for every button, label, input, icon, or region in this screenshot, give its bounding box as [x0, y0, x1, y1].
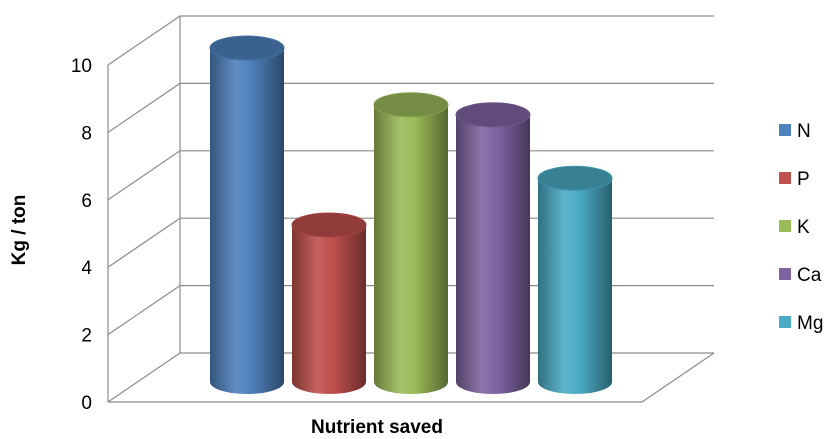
bar-p — [291, 212, 367, 394]
bar-top — [209, 35, 285, 61]
gridline — [107, 285, 714, 336]
gridline — [107, 15, 714, 66]
chart-walls — [107, 16, 715, 403]
bar-body — [456, 114, 530, 395]
gridline — [107, 217, 714, 268]
bar-body — [210, 48, 284, 394]
legend-swatch — [779, 124, 791, 136]
bar-body — [292, 225, 366, 394]
bar-top — [373, 92, 449, 118]
legend-swatch — [779, 172, 791, 184]
bar-ca — [455, 102, 531, 395]
y-tick-label: 4 — [81, 258, 92, 279]
legend-label: Mg — [797, 313, 823, 334]
y-tick-label: 10 — [71, 56, 92, 77]
legend-item-mg: Mg — [779, 313, 823, 334]
y-axis-tick-labels: 0 2 4 6 8 10 — [71, 56, 93, 414]
legend-item-ca: Ca — [779, 265, 822, 286]
legend-item-n: N — [779, 121, 811, 142]
gridlines — [107, 15, 714, 403]
bar-body — [374, 104, 448, 394]
y-tick-label: 6 — [81, 191, 92, 212]
legend: N P K Ca Mg — [779, 121, 823, 334]
x-axis-title: Nutrient saved — [311, 417, 443, 438]
bars — [209, 35, 613, 395]
bar-k — [373, 92, 449, 394]
gridline — [107, 82, 714, 133]
legend-item-p: P — [779, 169, 810, 190]
legend-label: K — [797, 217, 810, 238]
bar-mg — [537, 165, 613, 394]
bar-body — [538, 178, 612, 394]
bar-top — [291, 212, 367, 238]
bar-n — [209, 35, 285, 394]
legend-label: N — [797, 121, 811, 142]
legend-swatch — [779, 268, 791, 280]
legend-swatch — [779, 316, 791, 328]
gridline — [107, 352, 714, 403]
legend-label: Ca — [797, 265, 822, 286]
legend-swatch — [779, 220, 791, 232]
y-axis-title: Kg / ton — [9, 195, 30, 266]
gridline — [107, 150, 714, 201]
y-tick-label: 2 — [81, 326, 92, 347]
bar-top — [537, 165, 613, 191]
bar-top — [455, 102, 531, 128]
y-tick-label: 8 — [81, 123, 92, 144]
floor-edge — [108, 352, 715, 403]
legend-item-k: K — [779, 217, 810, 238]
legend-label: P — [797, 169, 810, 190]
y-tick-label: 0 — [81, 393, 92, 414]
